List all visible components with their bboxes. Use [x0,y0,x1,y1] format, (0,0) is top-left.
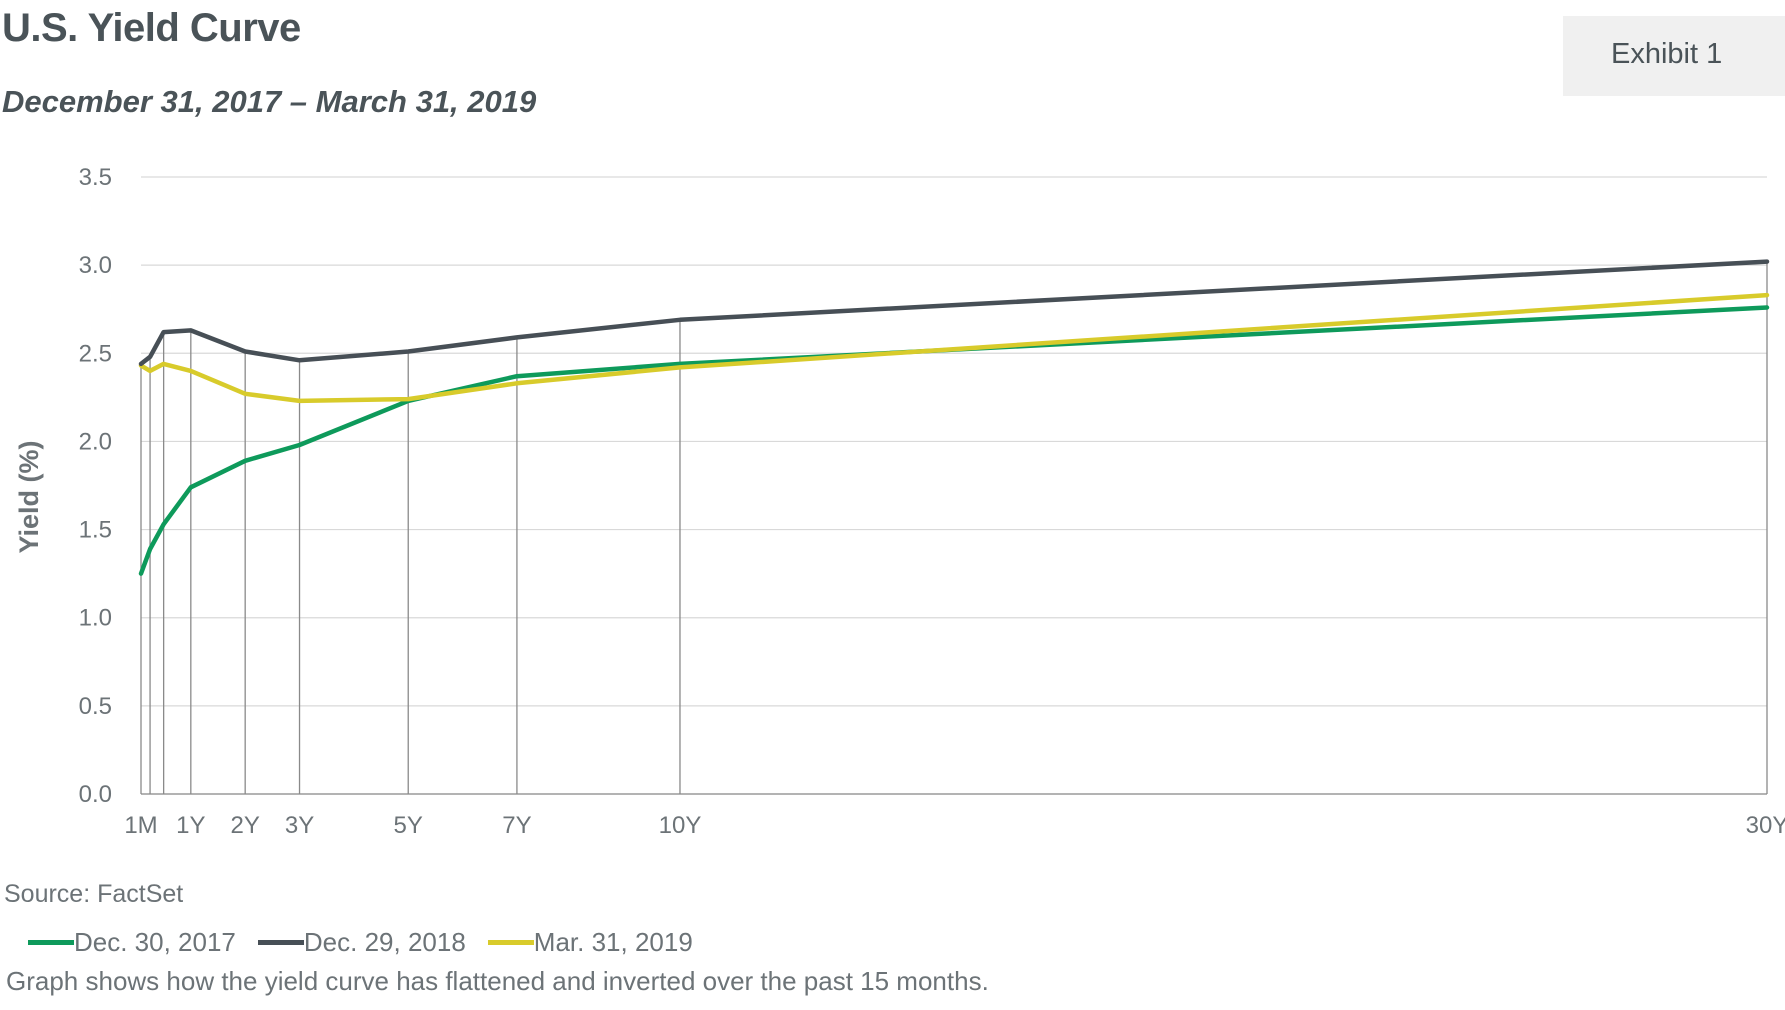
legend-item: Mar. 31, 2019 [487,926,693,958]
chart-subtitle: December 31, 2017 – March 31, 2019 [2,84,537,119]
y-tick-label: 3.0 [79,252,112,279]
legend-item: Dec. 30, 2017 [28,927,236,958]
y-tick-labels: 0.0 0.5 1.0 1.5 2.0 2.5 3.0 3.5 [79,164,112,808]
legend-swatch-mar-2019 [487,939,534,945]
series-line [138,305,1770,576]
source-note: Source: FactSet [4,880,184,908]
x-tick-label: 7Y [502,812,531,839]
legend-label: Mar. 31, 2019 [533,926,693,957]
series-lines [138,259,1770,576]
y-tick-label: 2.5 [79,340,112,367]
y-tick-label: 1.0 [79,605,112,632]
y-axis-title: Yield (%) [14,440,44,553]
yield-curve-chart: 0.0 0.5 1.0 1.5 2.0 2.5 3.0 3.5 1M 1Y 2Y 3Y 5Y 7Y 10Y… [14,164,1785,839]
legend-swatch-dec-2018 [257,939,304,945]
x-tick-label: 30Y [1746,812,1785,839]
x-tick-label: 1M [124,812,157,839]
x-tick-label: 5Y [394,812,423,839]
series-line [138,259,1770,367]
x-tick-labels: 1M 1Y 2Y 3Y 5Y 7Y 10Y 30Y [124,812,1785,839]
y-tick-label: 3.5 [79,164,112,191]
series-line [138,292,1770,404]
y-tick-label: 0.0 [79,781,112,808]
x-tick-label: 10Y [659,812,702,839]
caption-note: Graph shows how the yield curve has flat… [6,966,989,996]
gridlines [141,176,1767,795]
chart-title: U.S. Yield Curve [2,6,301,50]
maturity-verticals [140,261,1768,794]
x-tick-label: 1Y [176,812,205,839]
legend-swatch-dec-2017 [28,939,74,945]
exhibit-badge: Exhibit 1 [1563,16,1785,96]
x-tick-label: 3Y [285,812,314,839]
legend-label: Dec. 29, 2018 [303,926,466,957]
exhibit-label: Exhibit 1 [1611,38,1723,70]
legend-item: Dec. 29, 2018 [257,926,466,958]
y-tick-label: 0.5 [79,693,112,720]
legend-label: Dec. 30, 2017 [74,926,236,957]
legend: Dec. 30, 2017 Dec. 29, 2018 Mar. 31, 201… [28,925,715,959]
x-tick-label: 2Y [230,812,259,839]
y-tick-label: 2.0 [79,428,112,455]
y-tick-label: 1.5 [79,517,112,544]
